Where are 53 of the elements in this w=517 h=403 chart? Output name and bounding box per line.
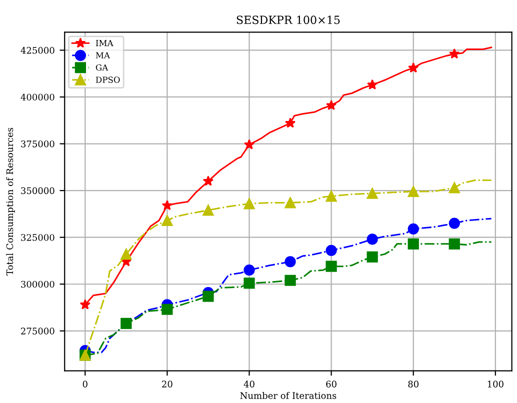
point [284,197,296,208]
y-tick-label: 425000 [20,46,54,54]
point [284,256,296,268]
point [448,182,460,194]
point [408,62,419,73]
point [244,139,255,150]
y-tick-label: 300000 [21,280,54,288]
point [366,251,378,263]
legend-label: GA [96,64,108,71]
point [244,278,255,289]
x-tick-label: 20 [162,380,172,388]
point [448,238,460,250]
point [326,100,337,110]
point [162,200,173,210]
point [326,244,337,256]
y-tick-label: 400000 [20,94,54,101]
legend-label: DPSO [96,76,120,83]
y-tick-label: 375000 [21,140,54,148]
legend-label: MA [96,52,110,58]
point [202,290,214,302]
point [408,238,419,250]
point [326,260,337,272]
x-tick-label: 40 [244,380,254,388]
point [367,79,378,90]
point [448,218,460,229]
y-tick-label: 350000 [21,187,54,194]
chart-title: SESDKPR 100×15 [236,16,340,24]
point [120,318,132,329]
point [366,188,378,199]
point [408,223,419,234]
point [162,304,173,315]
x-tick-label: 0 [82,380,88,388]
legend-label: IMA [96,40,114,46]
x-tick-label: 60 [326,380,336,388]
point [244,198,255,210]
y-tick-label: 325000 [21,234,54,241]
point [244,264,255,276]
point [366,234,378,245]
point [449,48,460,59]
point [202,176,214,186]
x-axis-title: Number of Iterations [240,392,336,399]
point [120,248,132,260]
point [202,204,214,216]
point [284,118,296,128]
point [80,299,90,310]
x-tick-label: 80 [408,380,419,388]
y-axis-title: Total Consumption of Resources [6,128,15,276]
point [408,186,419,198]
point [162,214,173,226]
y-tick-label: 275000 [21,328,54,334]
x-tick-label: 100 [488,380,504,388]
point [326,190,337,202]
point [284,274,296,286]
